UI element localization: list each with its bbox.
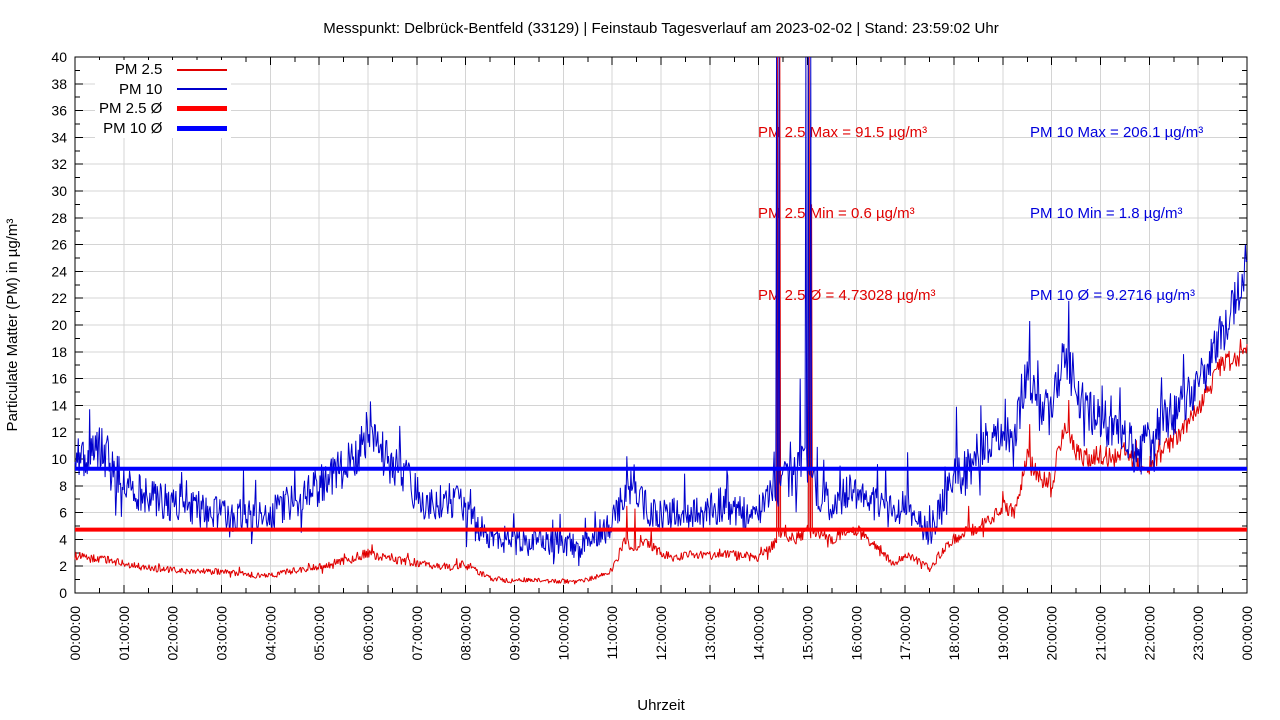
svg-text:21:00:00: 21:00:00 [1093,606,1109,661]
svg-text:32: 32 [51,156,67,172]
svg-text:6: 6 [59,505,67,521]
stat-pm10-avg: PM 10 Ø = 9.2716 µg/m³ [1030,287,1195,305]
legend-line-pm25-icon [177,68,228,71]
svg-text:19:00:00: 19:00:00 [995,606,1011,661]
svg-text:0: 0 [59,585,67,601]
svg-text:04:00:00: 04:00:00 [262,606,278,661]
legend-item-pm25: PM 2.5 [99,60,228,80]
stats-pm25: PM 2.5 Max = 91.5 µg/m³ PM 2.5 Min = 0.6… [758,64,935,364]
svg-text:00:00:00: 00:00:00 [67,606,83,661]
legend-line-pm25-avg-icon [177,106,228,112]
svg-text:14:00:00: 14:00:00 [751,606,767,661]
legend-label-pm25: PM 2.5 [114,61,163,79]
svg-text:4: 4 [59,531,67,547]
svg-text:40: 40 [51,49,67,65]
stat-pm10-max: PM 10 Max = 206.1 µg/m³ [1030,123,1204,141]
svg-text:09:00:00: 09:00:00 [507,606,523,661]
legend-line-pm10-avg-icon [177,125,228,131]
x-axis-label: Uhrzeit [637,697,685,714]
legend-label-pm25-avg: PM 2.5 Ø [99,100,163,118]
svg-text:01:00:00: 01:00:00 [116,606,132,661]
legend: PM 2.5 PM 10 PM 2.5 Ø PM 10 Ø [95,60,232,139]
y-axis-label: Particulate Matter (PM) in µg/m³ [4,218,21,432]
svg-text:00:00:00: 00:00:00 [1239,606,1255,661]
svg-text:34: 34 [51,129,67,145]
stat-pm25-avg: PM 2.5 Ø = 4.73028 µg/m³ [758,287,936,305]
stat-pm25-min: PM 2.5 Min = 0.6 µg/m³ [758,205,915,223]
svg-text:05:00:00: 05:00:00 [311,606,327,661]
svg-text:30: 30 [51,183,67,199]
stat-pm25-max: PM 2.5 Max = 91.5 µg/m³ [758,123,928,141]
legend-item-pm10-avg: PM 10 Ø [99,119,228,139]
svg-text:11:00:00: 11:00:00 [604,606,620,660]
svg-text:2: 2 [59,558,67,574]
svg-text:22:00:00: 22:00:00 [1141,606,1157,661]
svg-text:24: 24 [51,263,67,279]
svg-text:22: 22 [51,290,67,306]
svg-text:17:00:00: 17:00:00 [897,606,913,661]
svg-text:14: 14 [51,397,67,413]
svg-text:12: 12 [51,424,67,440]
svg-text:28: 28 [51,210,67,226]
svg-text:15:00:00: 15:00:00 [800,606,816,661]
svg-text:16:00:00: 16:00:00 [848,606,864,661]
svg-text:03:00:00: 03:00:00 [214,606,230,661]
legend-line-pm10-icon [177,88,228,91]
svg-text:02:00:00: 02:00:00 [165,606,181,661]
legend-label-pm10: PM 10 [119,80,163,98]
stats-pm10: PM 10 Max = 206.1 µg/m³ PM 10 Min = 1.8 … [1030,64,1203,364]
svg-text:18: 18 [51,344,67,360]
legend-label-pm10-avg: PM 10 Ø [103,119,163,137]
svg-text:10:00:00: 10:00:00 [555,606,571,661]
svg-text:20: 20 [51,317,67,333]
svg-text:23:00:00: 23:00:00 [1190,606,1206,661]
svg-text:06:00:00: 06:00:00 [360,606,376,661]
svg-text:10: 10 [51,451,67,467]
svg-text:20:00:00: 20:00:00 [1044,606,1060,661]
svg-text:13:00:00: 13:00:00 [702,606,718,661]
svg-text:8: 8 [59,478,67,494]
svg-text:36: 36 [51,103,67,119]
stat-pm10-min: PM 10 Min = 1.8 µg/m³ [1030,205,1183,223]
svg-text:16: 16 [51,371,67,387]
svg-text:07:00:00: 07:00:00 [409,606,425,661]
chart-title: Messpunkt: Delbrück-Bentfeld (33129) | F… [323,20,999,37]
legend-item-pm10: PM 10 [99,80,228,100]
svg-text:26: 26 [51,237,67,253]
svg-text:08:00:00: 08:00:00 [458,606,474,661]
svg-text:38: 38 [51,76,67,92]
legend-item-pm25-avg: PM 2.5 Ø [99,99,228,119]
svg-text:12:00:00: 12:00:00 [653,606,669,661]
svg-text:18:00:00: 18:00:00 [946,606,962,661]
